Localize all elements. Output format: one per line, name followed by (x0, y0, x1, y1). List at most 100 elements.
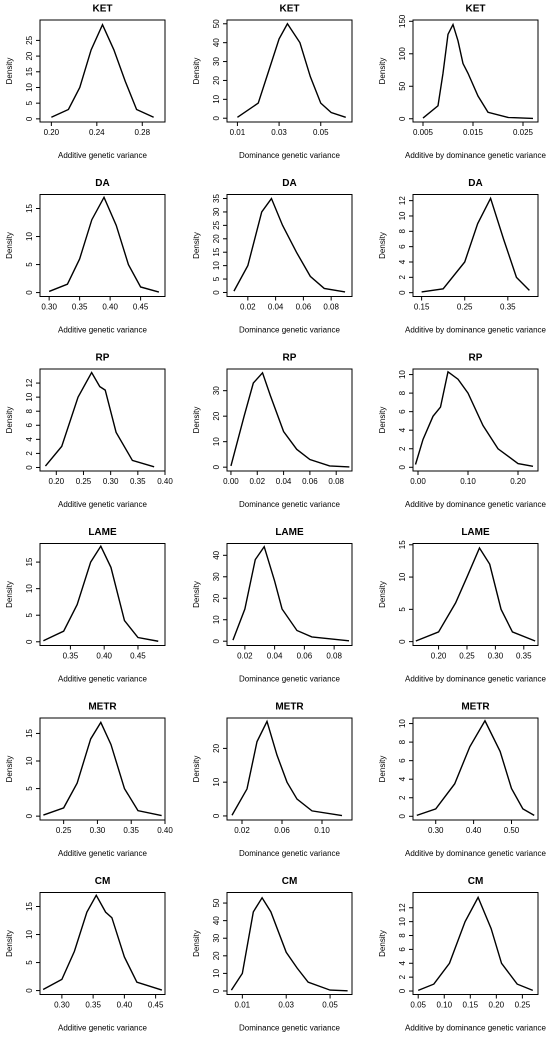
y-axis-label: Density (378, 232, 387, 259)
x-tick-label: 0.45 (130, 652, 146, 661)
density-line (231, 719, 343, 817)
x-tick-label: 0.20 (44, 128, 60, 137)
y-tick-label: 10 (398, 917, 407, 926)
y-tick-label: 4 (398, 961, 407, 966)
plot-frame (226, 19, 353, 123)
y-tick-label: 12 (398, 903, 407, 912)
y-tick-label: 4 (398, 776, 407, 781)
y-tick-label: 0 (398, 988, 407, 993)
x-tick-label: 0.10 (460, 477, 476, 486)
y-tick-label: 4 (25, 437, 34, 442)
plot-frame (226, 194, 353, 297)
y-tick-label: 2 (398, 974, 407, 979)
x-tick-label: 0.08 (323, 303, 339, 312)
y-tick-label: 10 (398, 572, 407, 581)
x-tick-label: 0.00 (223, 477, 239, 486)
chart-title: CM (468, 876, 484, 887)
plot-frame (39, 19, 166, 123)
chart-title: RP (96, 353, 110, 364)
x-tick-label: 0.35 (72, 303, 88, 312)
x-axis-label: Additive genetic variance (58, 675, 147, 684)
density-line (44, 371, 155, 468)
density-line (237, 22, 346, 118)
y-tick-label: 0 (25, 639, 34, 644)
x-tick-label: 0.40 (466, 826, 482, 835)
x-tick-label: 0.45 (133, 303, 149, 312)
y-tick-label: 10 (398, 211, 407, 220)
x-tick-label: 0.05 (410, 1001, 426, 1010)
x-tick-label: 0.35 (85, 1001, 101, 1010)
density-line (48, 195, 160, 293)
plot-frame (39, 717, 166, 821)
y-tick-label: 30 (212, 933, 221, 942)
chart-title: METR (461, 702, 490, 713)
chart-title: KET (466, 4, 486, 15)
x-tick-label: 0.06 (296, 303, 312, 312)
chart-title: LAME (275, 527, 304, 538)
x-axis-label: Additive by dominance genetic variance (405, 326, 547, 335)
y-tick-label: 15 (25, 902, 34, 911)
y-tick-label: 0 (398, 639, 407, 644)
x-tick-label: 0.15 (414, 303, 430, 312)
x-axis-label: Dominance genetic variance (239, 151, 340, 160)
y-tick-label: 8 (398, 390, 407, 395)
x-tick-label: 0.35 (130, 477, 146, 486)
x-tick-label: 0.35 (516, 652, 532, 661)
y-tick-label: 15 (25, 204, 34, 213)
y-tick-label: 10 (212, 94, 221, 103)
x-tick-label: 0.25 (515, 1001, 531, 1010)
x-tick-label: 0.10 (436, 1001, 452, 1010)
x-tick-label: 0.35 (63, 652, 79, 661)
density-line (230, 896, 348, 992)
x-tick-label: 0.28 (134, 128, 150, 137)
x-tick-label: 0.025 (513, 128, 534, 137)
plot-frame (412, 194, 539, 297)
y-tick-label: 10 (25, 82, 34, 91)
y-tick-label: 2 (398, 275, 407, 280)
y-tick-label: 50 (398, 81, 407, 90)
y-tick-label: 15 (25, 557, 34, 566)
x-tick-label: 0.45 (148, 1001, 164, 1010)
plot-frame (39, 543, 166, 646)
y-tick-label: 5 (398, 607, 407, 612)
x-axis-label: Additive genetic variance (58, 500, 147, 509)
chart-title: DA (95, 178, 109, 189)
chart-title: LAME (461, 527, 490, 538)
plot-frame (226, 892, 353, 995)
y-tick-label: 5 (25, 262, 34, 267)
y-tick-label: 20 (212, 593, 221, 602)
x-tick-label: 0.24 (89, 128, 105, 137)
x-tick-label: 0.40 (117, 1001, 133, 1010)
density-line (232, 545, 350, 642)
x-tick-label: 0.20 (510, 477, 526, 486)
y-axis-label: Density (5, 407, 14, 434)
y-axis-label: Density (192, 930, 201, 957)
x-tick-label: 0.08 (328, 477, 344, 486)
x-tick-label: 0.04 (268, 303, 284, 312)
x-tick-label: 0.20 (489, 1001, 505, 1010)
y-tick-label: 15 (212, 247, 221, 256)
y-tick-label: 6 (25, 423, 34, 428)
y-tick-label: 50 (212, 898, 221, 907)
density-line (415, 546, 536, 642)
y-tick-label: 25 (212, 220, 221, 229)
y-tick-label: 2 (25, 451, 34, 456)
x-tick-label: 0.03 (278, 1001, 294, 1010)
plot-frame (39, 892, 166, 995)
x-tick-label: 0.04 (267, 652, 283, 661)
y-axis-label: Density (5, 581, 14, 608)
x-tick-label: 0.04 (276, 477, 292, 486)
x-tick-label: 0.01 (230, 128, 246, 137)
x-tick-label: 0.40 (157, 477, 173, 486)
y-tick-label: 4 (398, 259, 407, 264)
x-tick-label: 0.30 (90, 826, 106, 835)
x-tick-label: 0.25 (56, 826, 72, 835)
chart-title: RP (469, 353, 483, 364)
x-axis-label: Additive by dominance genetic variance (405, 500, 547, 509)
chart-title: CM (282, 876, 298, 887)
y-tick-label: 10 (25, 930, 34, 939)
chart-title: DA (468, 178, 482, 189)
y-tick-label: 0 (212, 115, 221, 120)
y-axis-label: Density (192, 581, 201, 608)
